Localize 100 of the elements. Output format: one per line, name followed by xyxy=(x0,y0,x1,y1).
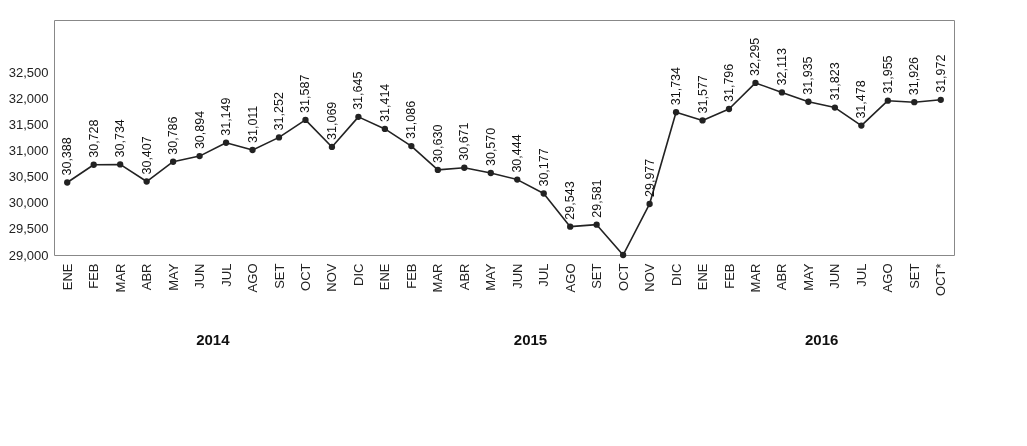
data-label: 30,671 xyxy=(457,122,472,161)
data-label: 32,113 xyxy=(774,48,789,86)
data-label: 30,630 xyxy=(430,124,445,163)
x-tick-label: OCT xyxy=(615,263,631,291)
data-label: 31,955 xyxy=(880,55,895,94)
point xyxy=(117,161,124,168)
data-label: 31,149 xyxy=(219,97,234,136)
text: 2015 xyxy=(513,331,548,348)
point xyxy=(725,105,733,113)
x-tick-label: OCT* xyxy=(933,263,949,296)
x-tick-label: NOV xyxy=(642,263,658,292)
x-tick-label: AGO xyxy=(880,263,896,293)
point xyxy=(858,122,865,129)
x-tick-label: MAY xyxy=(800,263,816,291)
x-tick-label: ENE xyxy=(377,263,393,291)
data-label: 31,823 xyxy=(827,62,842,101)
x-tick-label: JUN xyxy=(192,263,208,289)
data-label: 31,086 xyxy=(404,100,419,140)
point xyxy=(196,152,203,160)
point xyxy=(381,125,389,133)
data-label: 32,295 xyxy=(748,37,763,76)
data-label: 31,926 xyxy=(907,56,922,96)
point xyxy=(143,178,150,185)
y-tick-label: 29,000 xyxy=(8,247,49,263)
data-label: 31,478 xyxy=(854,80,869,119)
y-tick-label: 30,500 xyxy=(8,169,49,185)
y-tick-label: 29,500 xyxy=(8,221,49,237)
point xyxy=(672,109,680,116)
y-tick-label: 32,500 xyxy=(8,64,49,80)
point xyxy=(831,104,839,111)
x-tick-label: ENE xyxy=(59,263,75,291)
point xyxy=(275,134,283,141)
data-label: 30,734 xyxy=(113,119,128,158)
y-tick-label: 31,000 xyxy=(8,143,49,159)
x-tick-label: MAR xyxy=(112,263,128,293)
data-label: 31,972 xyxy=(933,54,948,93)
point xyxy=(222,139,230,146)
point xyxy=(169,158,177,165)
x-tick-label: MAY xyxy=(165,263,181,291)
x-tick-label: OCT xyxy=(297,263,313,291)
point xyxy=(540,190,547,197)
x-tick-label: ABR xyxy=(456,263,472,291)
x-tick-label: MAR xyxy=(747,263,763,293)
data-label: 31,252 xyxy=(272,92,286,131)
data-label: 31,935 xyxy=(801,56,816,95)
point xyxy=(699,117,706,124)
x-tick-label: ENE xyxy=(695,263,711,291)
data-label: 29,543 xyxy=(563,181,578,220)
x-tick-label: ABR xyxy=(139,263,155,291)
text: 2016 xyxy=(804,331,839,348)
point xyxy=(64,179,71,186)
data-label: 31,796 xyxy=(722,63,736,102)
point xyxy=(302,116,309,124)
data-label: 31,734 xyxy=(669,66,684,106)
x-tick-label: JUL xyxy=(218,263,234,287)
data-label: 30,570 xyxy=(483,127,498,167)
x-tick-label: JUL xyxy=(536,263,552,287)
data-label: 30,177 xyxy=(536,148,551,187)
x-tick-label: SET xyxy=(271,263,287,289)
point xyxy=(884,97,891,104)
data-label: 29,581 xyxy=(589,179,604,218)
point xyxy=(752,79,759,87)
point xyxy=(487,169,494,177)
x-tick-label: JUN xyxy=(509,263,525,289)
point xyxy=(355,113,362,121)
data-label: 31,011 xyxy=(245,105,260,143)
x-tick-label: ABR xyxy=(774,263,790,291)
point xyxy=(514,176,521,183)
text: 2014 xyxy=(196,331,231,348)
data-label: 30,407 xyxy=(139,136,154,175)
data-label: 31,069 xyxy=(324,101,339,140)
y-tick-label: 32,000 xyxy=(8,90,49,106)
data-label: 30,444 xyxy=(510,134,525,173)
y-tick-label: 30,000 xyxy=(8,195,49,211)
point xyxy=(90,161,97,168)
y-tick-label: 31,500 xyxy=(8,116,49,132)
x-tick-label: DIC xyxy=(350,263,366,286)
point xyxy=(434,166,441,174)
point xyxy=(646,200,653,208)
point xyxy=(408,142,415,150)
data-label: 30,894 xyxy=(192,110,207,150)
x-tick-label: JUL xyxy=(853,263,869,287)
data-label: 29,977 xyxy=(642,158,657,197)
data-label: 31,414 xyxy=(377,83,392,122)
point xyxy=(249,146,256,154)
point xyxy=(593,221,600,228)
x-tick-label: SET xyxy=(906,263,922,289)
x-tick-label: SET xyxy=(589,263,605,289)
point xyxy=(328,143,336,151)
x-tick-label: NOV xyxy=(324,263,340,292)
point xyxy=(567,223,574,230)
x-tick-label: FEB xyxy=(721,263,737,289)
point xyxy=(937,96,944,103)
x-tick-label: JUN xyxy=(827,263,843,289)
x-tick-label: MAR xyxy=(430,263,446,293)
data-label: 30,728 xyxy=(86,119,101,158)
point xyxy=(911,99,918,106)
x-tick-label: AGO xyxy=(562,263,578,293)
x-tick-label: FEB xyxy=(403,263,419,289)
data-label: 30,786 xyxy=(166,116,181,155)
